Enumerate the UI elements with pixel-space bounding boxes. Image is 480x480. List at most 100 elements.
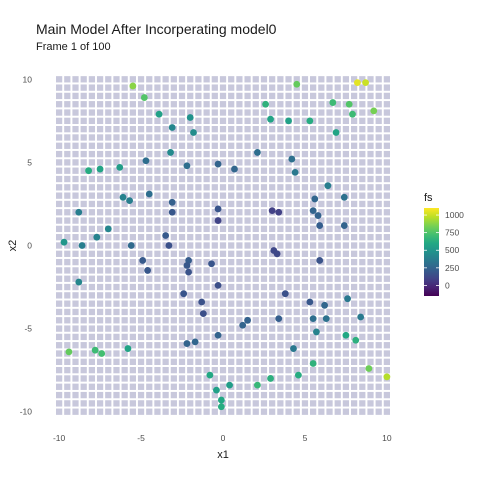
background-tile — [88, 292, 96, 299]
background-tile — [162, 109, 169, 116]
data-point — [214, 160, 222, 168]
background-tile — [334, 76, 341, 83]
background-tile — [80, 308, 87, 316]
background-tile — [252, 391, 259, 399]
background-tile — [277, 366, 284, 374]
background-tile — [375, 292, 382, 299]
background-tile — [367, 225, 374, 233]
data-point — [165, 242, 173, 249]
background-tile — [310, 300, 317, 307]
background-tile — [310, 292, 317, 299]
background-tile — [252, 92, 259, 100]
background-tile — [80, 383, 87, 390]
background-tile — [228, 391, 235, 399]
background-tile — [269, 184, 276, 191]
background-tile — [277, 383, 284, 390]
background-tile — [367, 375, 374, 382]
background-tile — [211, 192, 218, 199]
data-point — [254, 381, 261, 389]
background-tile — [154, 84, 161, 91]
background-tile — [367, 192, 374, 199]
background-tile — [113, 84, 120, 91]
background-tile — [178, 225, 186, 233]
background-tile — [293, 150, 300, 158]
data-point — [226, 381, 233, 389]
background-tile — [236, 134, 243, 141]
background-tile — [277, 109, 284, 116]
background-tile — [113, 391, 120, 399]
background-tile — [195, 283, 202, 291]
background-tile — [137, 342, 145, 349]
data-point — [244, 316, 251, 324]
background-tile — [359, 325, 366, 332]
background-tile — [113, 225, 120, 233]
background-tile — [375, 234, 382, 241]
background-tile — [351, 375, 358, 382]
background-tile — [187, 342, 194, 349]
background-tile — [293, 383, 300, 390]
background-tile — [219, 267, 227, 274]
data-point — [306, 117, 314, 125]
background-tile — [162, 292, 169, 299]
background-tile — [137, 142, 145, 149]
background-tile — [334, 184, 341, 191]
background-tile — [301, 400, 309, 407]
background-tile — [88, 126, 96, 133]
background-tile — [121, 283, 128, 291]
background-tile — [146, 126, 153, 133]
background-tile — [137, 350, 145, 357]
background-tile — [170, 283, 177, 291]
background-tile — [121, 308, 128, 316]
background-tile — [318, 292, 325, 299]
background-tile — [244, 159, 251, 166]
background-tile — [137, 358, 145, 365]
background-tile — [326, 258, 333, 266]
data-point — [217, 396, 225, 404]
background-tile — [334, 126, 341, 133]
background-tile — [236, 117, 243, 125]
background-tile — [211, 283, 218, 291]
background-tile — [187, 192, 194, 199]
background-tile — [285, 225, 292, 233]
background-tile — [219, 333, 227, 341]
background-tile — [326, 375, 333, 382]
background-tile — [129, 391, 136, 399]
background-tile — [269, 225, 276, 233]
background-tile — [228, 325, 235, 332]
background-tile — [351, 84, 358, 91]
background-tile — [64, 391, 71, 399]
background-tile — [88, 308, 96, 316]
background-tile — [236, 234, 243, 241]
data-point — [167, 149, 174, 156]
data-point — [267, 375, 274, 382]
background-tile — [285, 250, 292, 257]
data-point — [142, 157, 150, 165]
background-tile — [351, 167, 358, 174]
background-tile — [285, 317, 292, 324]
background-tile — [203, 325, 210, 332]
background-tile — [301, 225, 309, 233]
background-tile — [228, 101, 235, 108]
background-tile — [334, 250, 341, 257]
background-tile — [326, 209, 333, 216]
background-tile — [219, 408, 227, 415]
background-tile — [187, 126, 194, 133]
background-tile — [80, 134, 87, 141]
background-tile — [72, 300, 79, 307]
background-tile — [326, 117, 333, 125]
background-tile — [260, 267, 268, 274]
background-tile — [236, 167, 243, 174]
background-tile — [121, 209, 128, 216]
background-tile — [236, 275, 243, 282]
background-tile — [277, 400, 284, 407]
background-tile — [351, 267, 358, 274]
background-tile — [269, 283, 276, 291]
background-tile — [203, 275, 210, 282]
background-tile — [211, 300, 218, 307]
background-tile — [318, 275, 325, 282]
background-tile — [162, 375, 169, 382]
background-tile — [301, 317, 309, 324]
background-tile — [170, 258, 177, 266]
background-tile — [80, 317, 87, 324]
background-tile — [64, 126, 71, 133]
